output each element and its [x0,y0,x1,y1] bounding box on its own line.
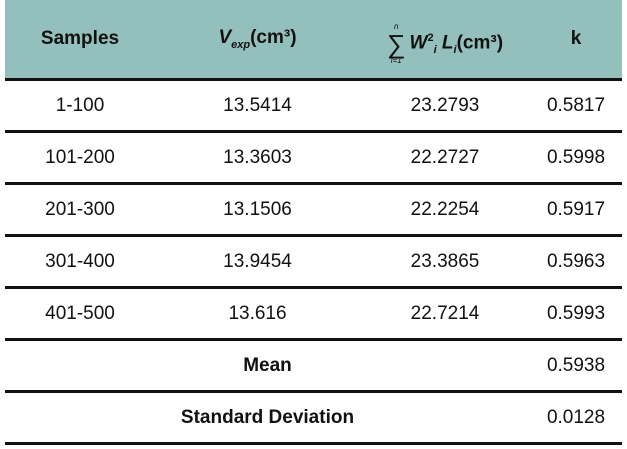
table-cell: 13.616 [155,287,360,341]
table-wrap: Samples Vexp(cm³) n ∑ i=1 W2i Li(cm³) k 1-… [5,0,622,445]
table-row: 1-100 13.5414 23.2793 0.5817 [5,79,622,133]
table-row: 301-400 13.9454 23.3865 0.5963 [5,235,622,289]
sum-upper: n [394,22,399,31]
summary-label: Mean [5,339,530,393]
summary-value: 0.0128 [530,391,622,445]
summary-row: Mean 0.5938 [5,339,622,393]
header-sub: i [453,44,457,57]
header-unit: (cm³) [456,32,504,54]
table-cell: 0.5998 [530,131,622,185]
header-unit: (cm³) [250,27,297,49]
header-cell: Vexp(cm³) [155,0,360,81]
header-text: k [570,28,582,49]
summary-value: 0.5938 [530,339,622,393]
table: Samples Vexp(cm³) n ∑ i=1 W2i Li(cm³) k 1-… [5,0,622,445]
table-cell: 22.7214 [360,287,530,341]
header-text: L [441,32,454,54]
header-text: W [409,32,428,54]
table-cell: 13.1506 [155,183,360,237]
table-row: 101-200 13.3603 22.2727 0.5998 [5,131,622,185]
header-cell: Samples [5,0,155,81]
header-cell: n ∑ i=1 W2i Li(cm³) [360,0,530,81]
table-cell: 13.3603 [155,131,360,185]
header-cell: k [530,0,622,81]
header-sub: i [433,44,437,57]
table-cell: 13.5414 [155,79,360,133]
table-cell: 201-300 [5,183,155,237]
table-cell: 1-100 [5,79,155,133]
summary-label: Standard Deviation [5,391,530,445]
table-body: 1-100 13.5414 23.2793 0.5817 101-200 13.3603 2… [5,79,622,445]
summary-row: Standard Deviation 0.0128 [5,391,622,445]
table-cell: 0.5817 [530,79,622,133]
table-cell: 22.2254 [360,183,530,237]
header-row: Samples Vexp(cm³) n ∑ i=1 W2i Li(cm³) k [5,0,622,81]
table-cell: 13.9454 [155,235,360,289]
table-cell: 301-400 [5,235,155,289]
table-cell: 23.3865 [360,235,530,289]
sum-lower: i=1 [390,56,402,65]
header-text: V [218,27,232,49]
table-row: 201-300 13.1506 22.2254 0.5917 [5,183,622,237]
header-sup: 2 [427,31,434,44]
table-cell: 401-500 [5,287,155,341]
header-text: Samples [40,28,120,49]
header-sub: exp [231,38,251,51]
table-cell: 101-200 [5,131,155,185]
table-cell: 0.5917 [530,183,622,237]
sum-symbol: ∑ [386,29,406,59]
table-cell: 22.2727 [360,131,530,185]
table-cell: 0.5963 [530,235,622,289]
table-cell: 23.2793 [360,79,530,133]
table-cell: 0.5993 [530,287,622,341]
table-row: 401-500 13.616 22.7214 0.5993 [5,287,622,341]
